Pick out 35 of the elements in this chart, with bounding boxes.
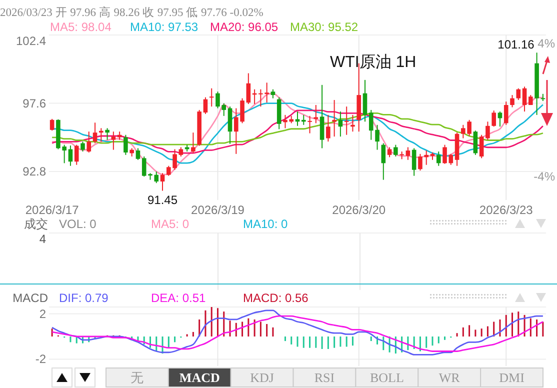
text: DEA: 0.51: [151, 291, 206, 305]
text: 成交: [24, 217, 48, 231]
text: 无: [130, 370, 144, 385]
chart-title: 2026/03/23 开 97.96 高 98.26 收 97.95 低 97.76 -0.02%: [0, 5, 264, 19]
y-tick-label: 97.6: [22, 96, 46, 110]
chart-title: MACD: [12, 291, 48, 305]
text: MA10: 0: [243, 217, 288, 231]
x-tick-label: 2026/3/20: [332, 203, 386, 217]
text: MA5: 0: [151, 217, 190, 231]
x-tick-label: 2026/3/17: [25, 203, 80, 217]
text: DMI: [499, 370, 524, 385]
y-tick-label: 2: [39, 306, 46, 321]
text: VOL: 0: [59, 217, 97, 231]
series-label: MACD: 0.56: [243, 291, 309, 305]
y-tick-label: -2: [35, 352, 46, 366]
y2-tick-label: -4%: [534, 170, 556, 184]
text: BOLL: [370, 370, 404, 385]
text: 91.45: [147, 192, 178, 207]
text: RSI: [314, 370, 335, 385]
series-label: DIF: 0.79: [59, 291, 109, 305]
text: WTI原油 1H: [330, 53, 416, 71]
text: 4: [39, 232, 46, 246]
text: MA20: 96.05: [210, 20, 278, 34]
text: MA5: 98.04: [50, 20, 112, 34]
text: KDJ: [250, 370, 274, 385]
text: MA30: 95.52: [290, 20, 358, 34]
text: MACD: [179, 370, 220, 385]
y2-tick-label: 4%: [538, 36, 556, 50]
y-tick-label: 102.4: [16, 34, 46, 48]
text: MA10: 97.53: [130, 20, 198, 34]
y-tick-label: 92.8: [22, 164, 46, 179]
text: WR: [438, 370, 460, 385]
x-tick-label: 2026/3/19: [191, 203, 245, 217]
text: 101.16: [498, 38, 534, 52]
x-tick-label: 2026/3/23: [479, 203, 534, 217]
